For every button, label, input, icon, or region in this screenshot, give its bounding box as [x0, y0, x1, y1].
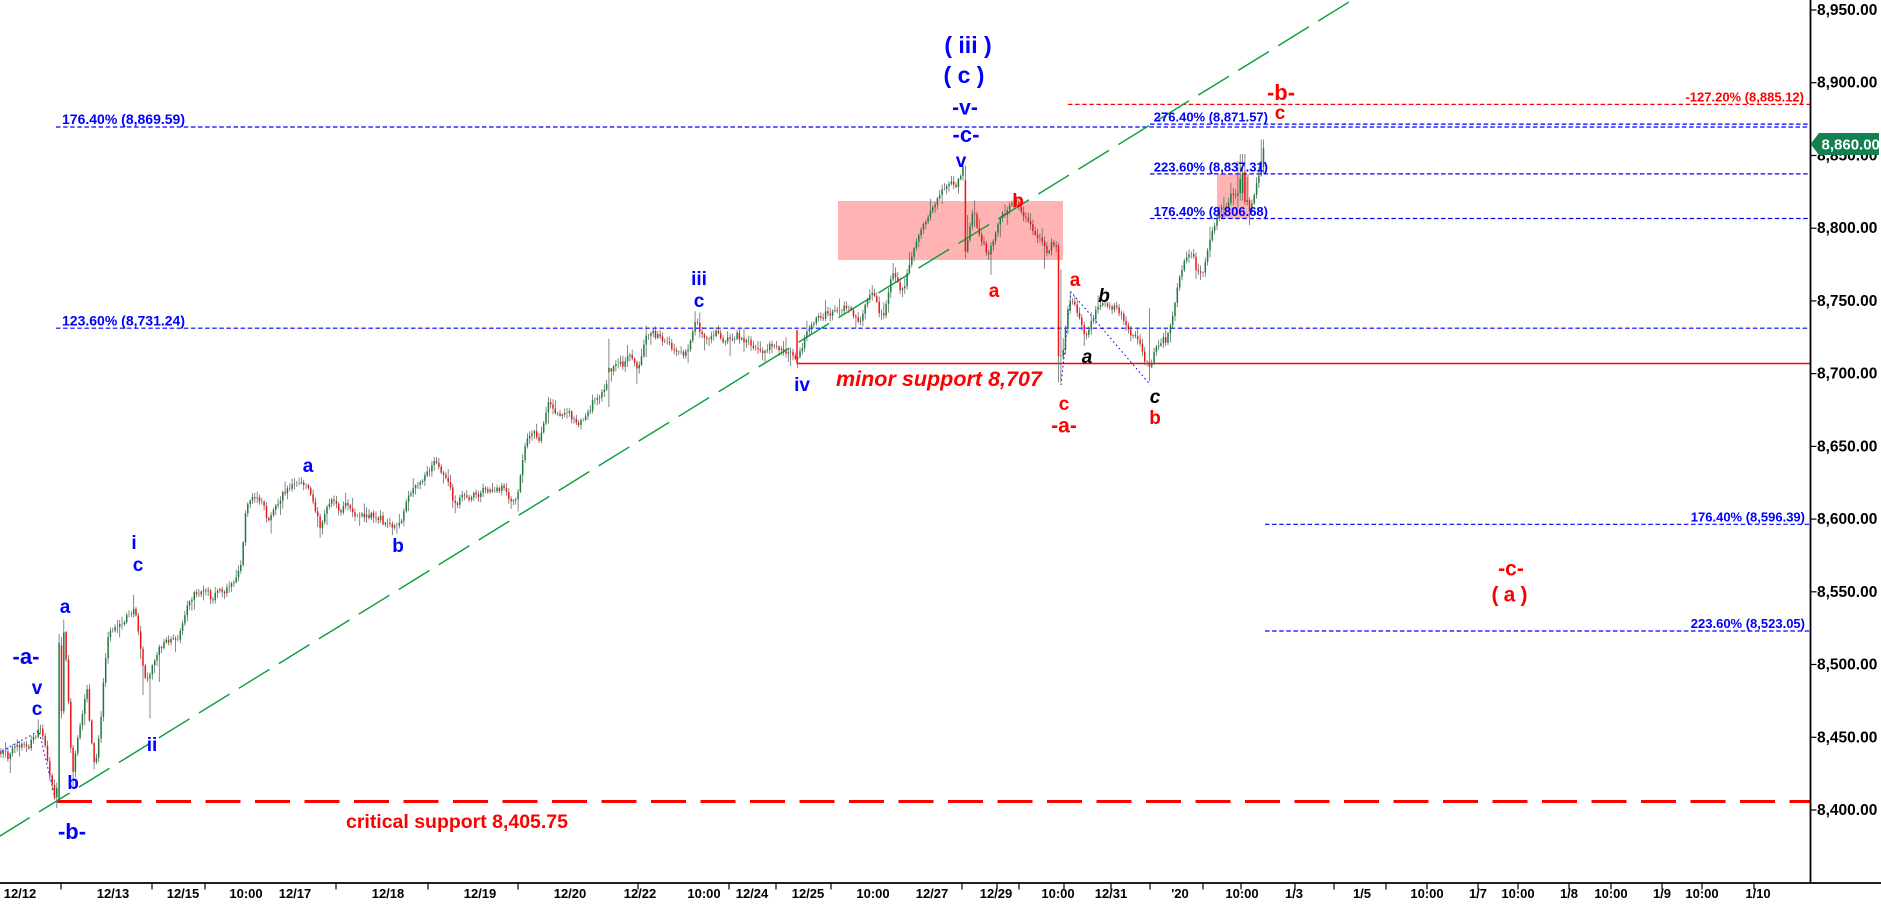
svg-text:276.40% (8,871.57): 276.40% (8,871.57) [1154, 110, 1268, 125]
svg-text:12/20: 12/20 [554, 886, 587, 901]
svg-text:12/24: 12/24 [736, 886, 769, 901]
svg-text:10:00: 10:00 [229, 886, 262, 901]
svg-text:223.60% (8,837.31): 223.60% (8,837.31) [1154, 160, 1268, 175]
svg-text:iii: iii [691, 269, 707, 290]
svg-text:iv: iv [794, 375, 810, 396]
svg-text:176.40% (8,869.59): 176.40% (8,869.59) [62, 111, 185, 127]
svg-text:-c-: -c- [1498, 558, 1524, 581]
svg-text:-127.20% (8,885.12): -127.20% (8,885.12) [1685, 90, 1804, 105]
svg-text:10:00: 10:00 [1594, 886, 1627, 901]
svg-text:8,550.00: 8,550.00 [1817, 584, 1877, 601]
svg-text:12/15: 12/15 [167, 886, 200, 901]
svg-text:10:00: 10:00 [1225, 886, 1258, 901]
svg-text:'20: '20 [1171, 886, 1189, 901]
svg-text:-b-: -b- [58, 819, 86, 844]
svg-text:12/18: 12/18 [372, 886, 405, 901]
svg-text:1/3: 1/3 [1285, 886, 1303, 901]
svg-text:-v-: -v- [952, 97, 978, 120]
svg-text:b: b [1098, 286, 1110, 307]
svg-text:10:00: 10:00 [856, 886, 889, 901]
svg-text:12/27: 12/27 [916, 886, 949, 901]
svg-text:1/7: 1/7 [1469, 886, 1487, 901]
svg-text:a: a [989, 281, 1000, 302]
svg-text:176.40% (8,596.39): 176.40% (8,596.39) [1691, 510, 1805, 525]
svg-text:8,700.00: 8,700.00 [1817, 366, 1877, 383]
svg-text:12/22: 12/22 [624, 886, 657, 901]
svg-text:-a-: -a- [13, 644, 40, 669]
svg-text:c: c [1150, 387, 1161, 408]
svg-text:10:00: 10:00 [1041, 886, 1074, 901]
svg-text:v: v [32, 678, 43, 699]
svg-text:a: a [1082, 347, 1093, 368]
svg-text:1/10: 1/10 [1745, 886, 1770, 901]
svg-text:a: a [303, 456, 314, 477]
svg-text:-a-: -a- [1051, 415, 1077, 438]
svg-text:v: v [956, 151, 967, 172]
svg-text:12/12: 12/12 [4, 886, 37, 901]
svg-text:1/9: 1/9 [1653, 886, 1671, 901]
svg-text:( iii ): ( iii ) [944, 32, 991, 58]
svg-text:8,400.00: 8,400.00 [1817, 802, 1877, 819]
svg-text:b: b [392, 536, 404, 557]
svg-text:12/19: 12/19 [464, 886, 497, 901]
svg-text:10:00: 10:00 [1501, 886, 1534, 901]
svg-text:12/31: 12/31 [1095, 886, 1128, 901]
svg-text:12/17: 12/17 [279, 886, 312, 901]
svg-text:12/25: 12/25 [792, 886, 825, 901]
svg-text:c: c [694, 291, 705, 312]
svg-text:ii: ii [147, 735, 158, 756]
svg-text:c: c [1275, 103, 1286, 124]
svg-text:8,900.00: 8,900.00 [1817, 75, 1877, 92]
svg-text:10:00: 10:00 [1685, 886, 1718, 901]
svg-text:-c-: -c- [953, 122, 980, 147]
svg-text:a: a [1070, 270, 1081, 291]
svg-text:8,860.00: 8,860.00 [1822, 137, 1880, 154]
svg-text:minor support 8,707: minor support 8,707 [836, 367, 1043, 391]
svg-text:b: b [1012, 191, 1024, 212]
svg-text:( c ): ( c ) [944, 62, 985, 88]
svg-text:8,950.00: 8,950.00 [1817, 2, 1877, 19]
svg-text:8,500.00: 8,500.00 [1817, 657, 1877, 674]
svg-text:123.60% (8,731.24): 123.60% (8,731.24) [62, 313, 185, 329]
svg-text:8,650.00: 8,650.00 [1817, 438, 1877, 455]
svg-text:8,750.00: 8,750.00 [1817, 293, 1877, 310]
svg-text:223.60% (8,523.05): 223.60% (8,523.05) [1691, 616, 1805, 631]
svg-text:c: c [32, 699, 43, 720]
svg-text:8,450.00: 8,450.00 [1817, 729, 1877, 746]
svg-text:b: b [67, 773, 79, 794]
svg-text:8,600.00: 8,600.00 [1817, 511, 1877, 528]
svg-text:12/29: 12/29 [980, 886, 1013, 901]
svg-text:176.40% (8,806.68): 176.40% (8,806.68) [1154, 204, 1268, 219]
svg-text:-b-: -b- [1267, 80, 1295, 105]
svg-text:1/8: 1/8 [1560, 886, 1578, 901]
svg-text:b: b [1149, 408, 1161, 429]
svg-text:12/13: 12/13 [97, 886, 130, 901]
svg-text:a: a [60, 597, 71, 618]
svg-text:c: c [1059, 394, 1070, 415]
svg-text:1/5: 1/5 [1353, 886, 1371, 901]
svg-text:8,800.00: 8,800.00 [1817, 220, 1877, 237]
svg-text:( a ): ( a ) [1492, 584, 1528, 607]
svg-text:10:00: 10:00 [687, 886, 720, 901]
svg-text:10:00: 10:00 [1410, 886, 1443, 901]
svg-text:c: c [133, 555, 144, 576]
svg-text:critical support 8,405.75: critical support 8,405.75 [346, 811, 568, 833]
svg-text:i: i [131, 533, 136, 554]
